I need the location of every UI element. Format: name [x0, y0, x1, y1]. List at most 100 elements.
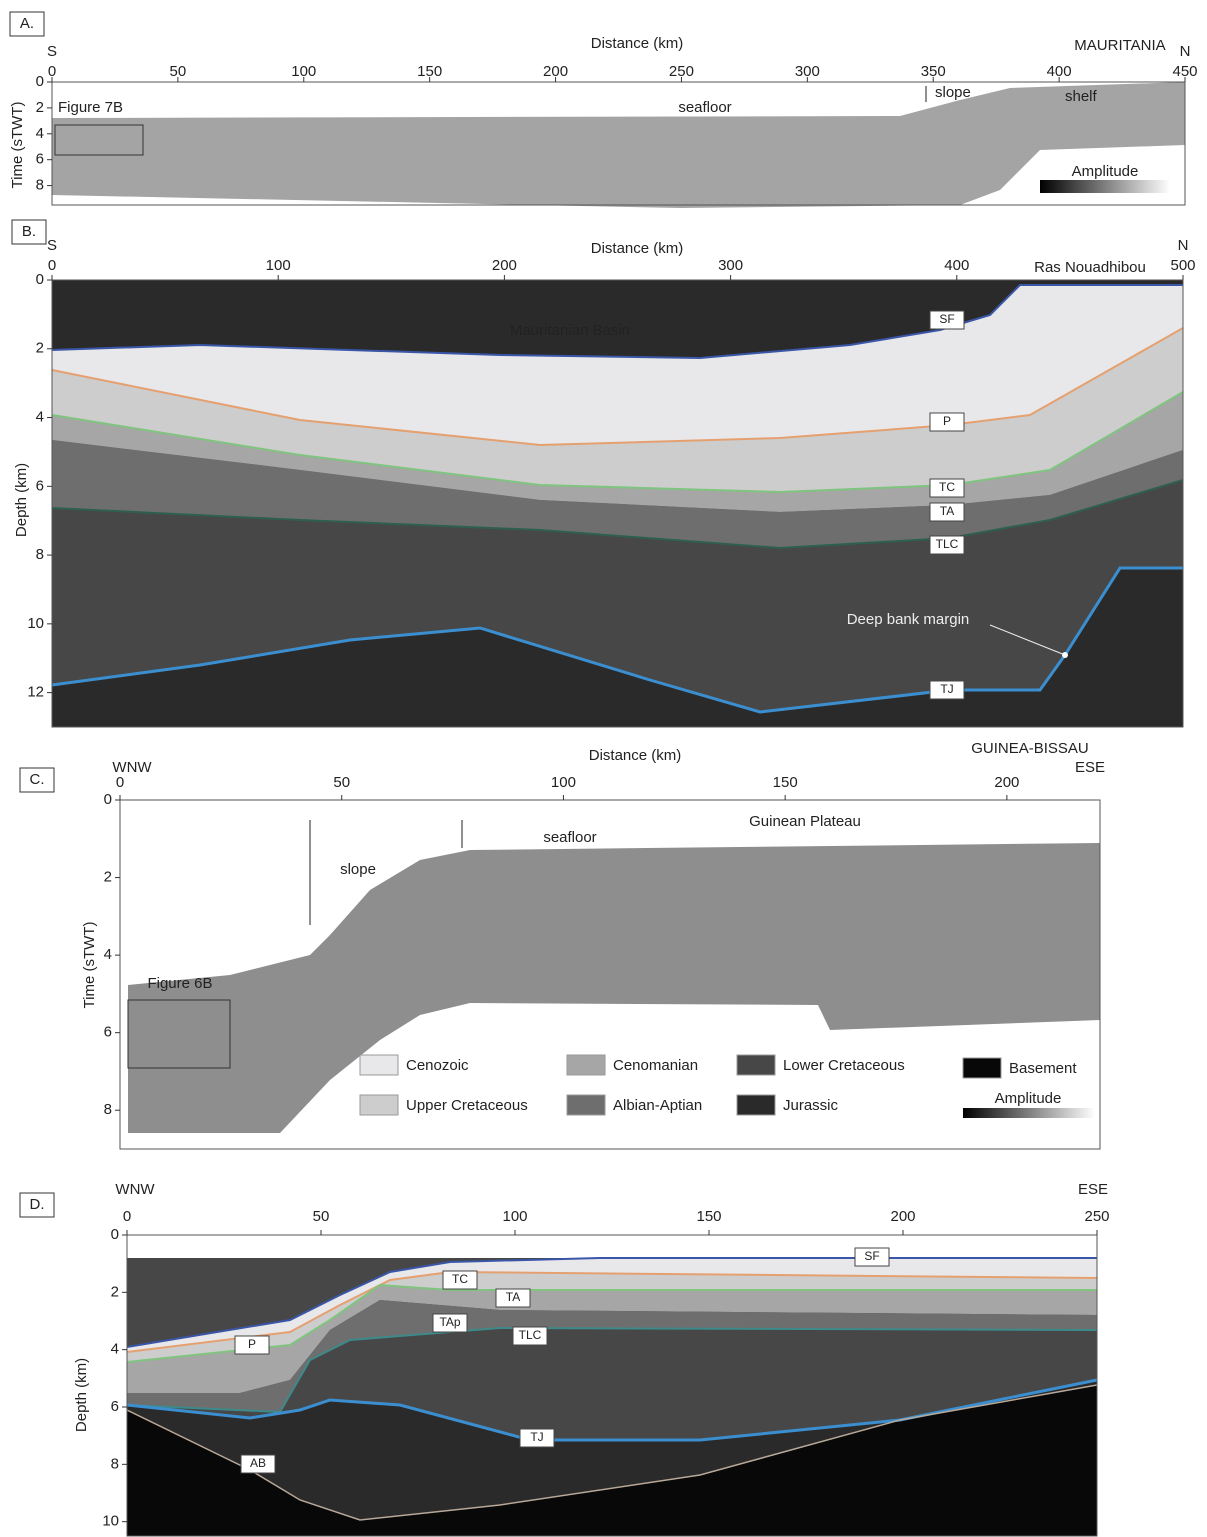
- horizon-label-box: [512, 1326, 548, 1346]
- x-tick-label: 50: [313, 1208, 330, 1225]
- horizon-tlc: [126, 1326, 1098, 1414]
- horizon-label: TA: [506, 1290, 520, 1304]
- x-axis-title: Distance (km): [591, 240, 684, 257]
- annotation: Figure 6B: [147, 975, 212, 992]
- horizon-label: P: [943, 414, 951, 428]
- horizon-label: TLC: [936, 537, 959, 551]
- y-tick-label: 6: [36, 477, 44, 494]
- legend-label: Cenomanian: [613, 1057, 698, 1074]
- y-tick-label: 6: [36, 151, 44, 168]
- seismic-section: [128, 843, 1100, 1133]
- panel-frame: [119, 799, 1101, 1150]
- seismic-section: [52, 82, 1185, 208]
- leader-dot: [1062, 652, 1068, 658]
- annotation: shelf: [1065, 88, 1098, 105]
- x-tick-label: 300: [795, 63, 820, 80]
- direction-start: WNW: [112, 759, 152, 776]
- panel-frame: [51, 279, 1184, 728]
- x-tick-label: 0: [116, 774, 124, 791]
- figure-box: [127, 999, 231, 1069]
- annotation: Mauritanian Basin: [510, 322, 630, 339]
- y-tick-label: 0: [36, 73, 44, 90]
- legend-swatch: [359, 1094, 399, 1116]
- x-tick-label: 300: [718, 257, 743, 274]
- legend-label: Jurassic: [783, 1097, 839, 1114]
- direction-start: S: [47, 43, 57, 60]
- horizon-p: [126, 1270, 1098, 1353]
- x-tick-label: 0: [123, 1208, 131, 1225]
- panel-label-box: [11, 219, 47, 245]
- horizon-label-box: [929, 412, 965, 432]
- leader: [989, 624, 1066, 656]
- y-tick-label: 0: [111, 1226, 119, 1243]
- horizon-label-box: [929, 478, 965, 498]
- horizon-label-box: [519, 1428, 555, 1448]
- horizon-label-box: [929, 535, 965, 555]
- panel-label: D.: [30, 1196, 45, 1213]
- x-tick-label: 150: [417, 63, 442, 80]
- y-axis-title: Time (sTWT): [9, 102, 26, 189]
- y-tick-label: 8: [111, 1455, 119, 1472]
- horizon-label-box: [432, 1313, 468, 1333]
- panel-frame: [51, 81, 1186, 206]
- y-tick-label: 2: [104, 869, 112, 886]
- y-axis-title: Depth (km): [73, 1358, 90, 1432]
- direction-end: N: [1178, 237, 1189, 254]
- x-tick-label: 350: [921, 63, 946, 80]
- legend-swatch: [359, 1054, 399, 1076]
- x-tick-label: 0: [48, 63, 56, 80]
- figure-box: [54, 124, 144, 156]
- layer-cenozoic: [52, 285, 1183, 445]
- annotation: Guinean Plateau: [749, 813, 861, 830]
- horizon-label: P: [248, 1337, 256, 1351]
- annotation: Figure 7B: [58, 99, 123, 116]
- x-tick-label: 100: [502, 1208, 527, 1225]
- panel-label-box: [19, 767, 55, 793]
- horizon-tc: [51, 391, 1184, 494]
- horizon-label: TJ: [940, 682, 953, 696]
- y-tick-label: 4: [111, 1341, 119, 1358]
- horizon-label: TC: [452, 1272, 468, 1286]
- y-tick-label: 12: [27, 684, 44, 701]
- direction-end: ESE: [1078, 1181, 1108, 1198]
- x-tick-label: 150: [773, 774, 798, 791]
- x-tick-label: 200: [890, 1208, 915, 1225]
- legend-swatch: [736, 1094, 776, 1116]
- x-tick-label: 400: [1047, 63, 1072, 80]
- annotation: Deep bank margin: [847, 611, 970, 628]
- layer-cenomanian: [127, 1285, 1097, 1393]
- horizon-p: [51, 327, 1184, 447]
- horizon-label: TC: [939, 480, 955, 494]
- x-tick-label: 50: [333, 774, 350, 791]
- layer-basement: [127, 1385, 1097, 1536]
- x-tick-label: 200: [994, 774, 1019, 791]
- y-tick-label: 0: [36, 271, 44, 288]
- y-tick-label: 2: [36, 99, 44, 116]
- y-tick-label: 4: [36, 125, 44, 142]
- y-axis-title: Time (sTWT): [81, 922, 98, 1009]
- panel-label: A.: [20, 15, 34, 32]
- panel-label-box: [9, 11, 45, 37]
- horizon-label: TA: [940, 504, 954, 518]
- horizon-label: SF: [864, 1249, 879, 1263]
- y-tick-label: 10: [27, 615, 44, 632]
- annotation: slope: [935, 84, 971, 101]
- legend-label: Lower Cretaceous: [783, 1057, 905, 1074]
- amplitude-bar: [963, 1108, 1095, 1118]
- horizon-tlc: [51, 479, 1184, 550]
- legend-label: Cenozoic: [406, 1057, 469, 1074]
- x-tick-label: 150: [696, 1208, 721, 1225]
- amplitude-bar: [1040, 180, 1170, 193]
- horizon-label-box: [234, 1335, 270, 1355]
- horizon-tj: [51, 566, 1183, 714]
- legend-swatch: [736, 1054, 776, 1076]
- direction-end: N: [1180, 43, 1191, 60]
- y-axis-title: Depth (km): [13, 463, 30, 537]
- horizon-label: TAp: [439, 1315, 460, 1329]
- horizon-sf: [51, 284, 1183, 360]
- horizon-label: TLC: [519, 1328, 542, 1342]
- y-tick-label: 6: [111, 1398, 119, 1415]
- y-tick-label: 4: [104, 946, 112, 963]
- panel-label: B.: [22, 223, 36, 240]
